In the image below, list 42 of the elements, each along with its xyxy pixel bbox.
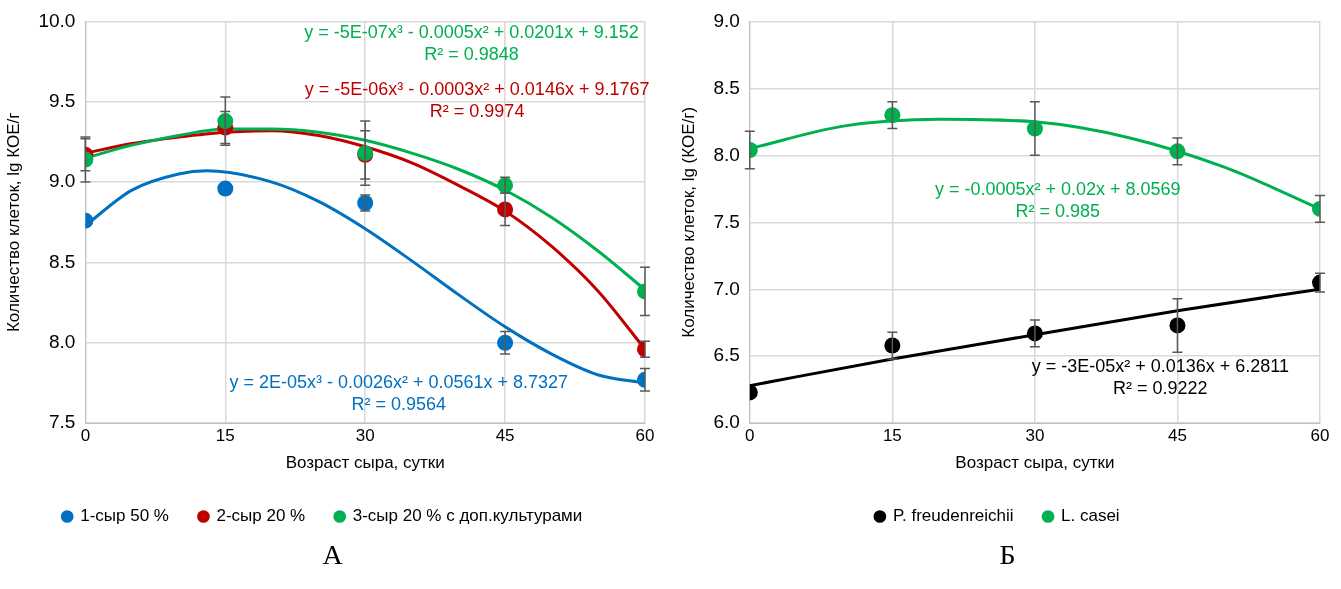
y-tick-label: 10.0 <box>38 9 76 31</box>
legend-label: 2-сыр 20 % <box>216 506 306 526</box>
y-tick-label: 8.0 <box>713 143 740 165</box>
y-tick-label: 9.5 <box>48 89 76 111</box>
y-axis-title: Количество клеток, lg (КОЕ/г) <box>678 106 698 338</box>
y-tick-label: 6.5 <box>713 344 740 366</box>
annotation: y = -5E-06x³ - 0.0003x² + 0.0146x + 9.1767 R² = 0.9974 <box>304 78 650 121</box>
x-tick-label: 60 <box>1310 426 1330 446</box>
x-axis-title: Возраст сыра, сутки <box>285 453 445 473</box>
x-tick-label: 30 <box>1025 426 1045 446</box>
text: А <box>321 539 344 571</box>
legend-label: L. casei <box>1061 506 1120 526</box>
legend-label: P. freudenreichii <box>892 506 1014 526</box>
x-tick-label: 60 <box>635 426 655 446</box>
point <box>884 107 901 124</box>
y-tick-label: 9.0 <box>713 9 740 31</box>
y-axis-title: Количество клеток, lg КОЕ/г <box>3 112 23 333</box>
annotation: y = -0.0005x² + 0.02x + 8.0569 R² = 0.985 <box>934 179 1181 222</box>
y-tick-label: 8.0 <box>48 331 76 353</box>
x-tick-label: 15 <box>882 426 902 446</box>
y-tick-label: 6.0 <box>713 411 740 433</box>
y-tick-label: 7.0 <box>713 277 740 299</box>
annotation: y = 2E-05x³ - 0.0026x² + 0.0561x + 8.7327 R² = 0.9564 <box>229 371 569 414</box>
point <box>217 180 234 197</box>
x-axis-title: Возраст сыра, сутки <box>955 453 1115 473</box>
point <box>217 113 234 130</box>
y-tick-label: 7.5 <box>48 411 76 433</box>
y-tick-label: 8.5 <box>713 76 740 98</box>
x-tick-label: 15 <box>215 426 235 446</box>
legend-label: 1-сыр 50 % <box>80 506 169 526</box>
x-tick-label: 0 <box>80 426 91 446</box>
annotation: y = -5E-07x³ - 0.0005x² + 0.0201x + 9.152 R² = 0.9848 <box>304 22 639 65</box>
x-tick-label: 45 <box>495 426 515 446</box>
x-tick-label: 45 <box>1167 426 1187 446</box>
y-tick-label: 8.5 <box>48 250 76 272</box>
legend-label: 3-сыр 20 % с доп.культурами <box>352 506 583 526</box>
y-tick-label: 9.0 <box>48 170 76 192</box>
annotation: y = -3E-05x² + 0.0136x + 6.2811 R² = 0.9222 <box>1031 355 1290 398</box>
x-tick-label: 30 <box>355 426 375 446</box>
x-tick-label: 0 <box>745 426 755 446</box>
text: Б <box>998 539 1017 571</box>
y-tick-label: 7.5 <box>713 210 740 232</box>
